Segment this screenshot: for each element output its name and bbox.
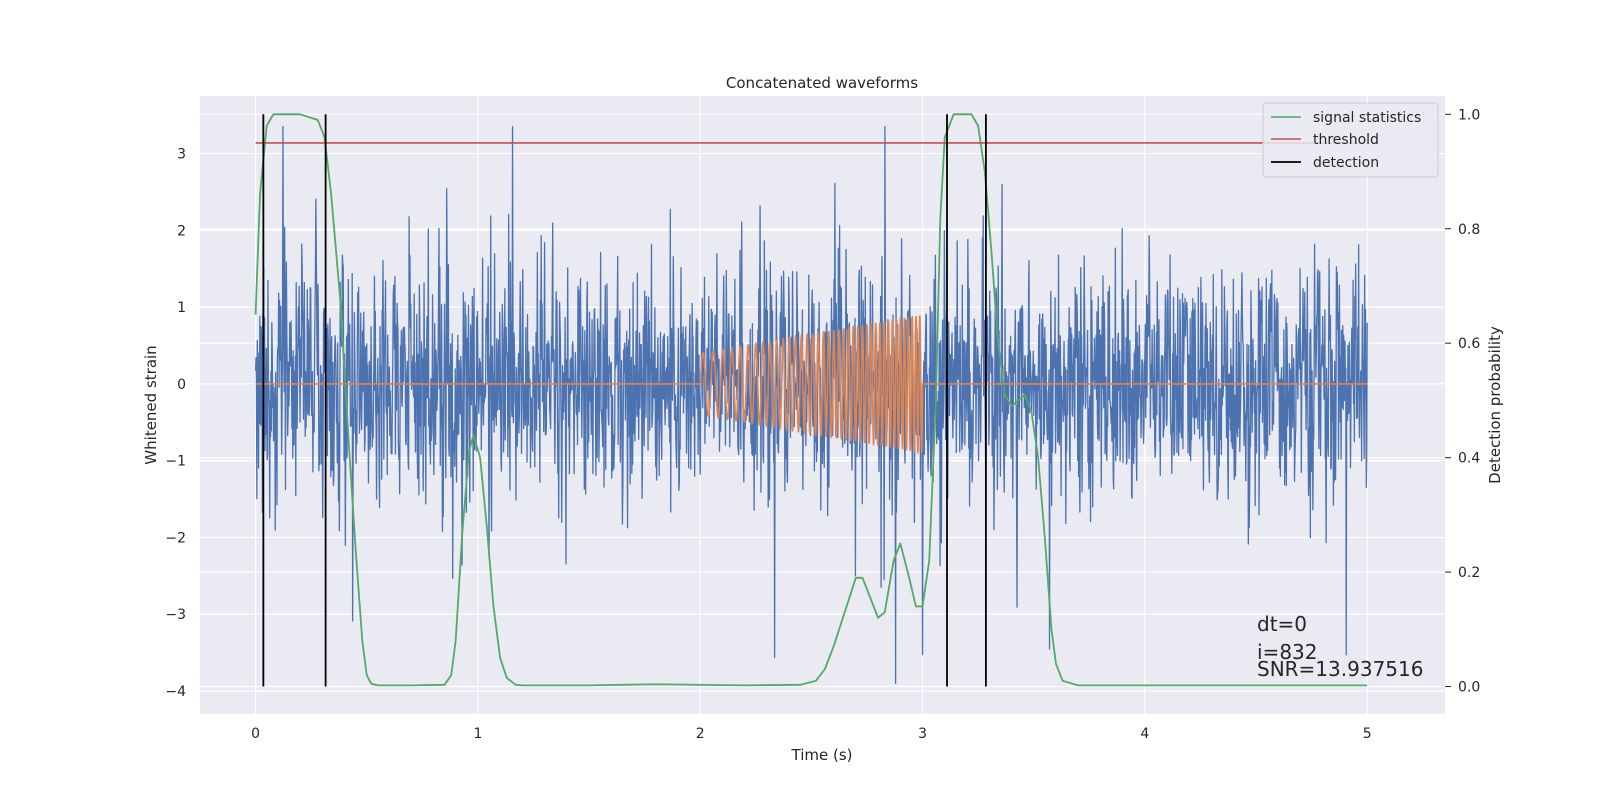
template-waveform-line <box>255 315 1368 455</box>
y2-tick-label: 1.0 <box>1458 107 1480 123</box>
strain-layer <box>254 126 1368 684</box>
legend: signal statistics threshold detection <box>1262 102 1439 178</box>
whitened-strain-line <box>254 126 1368 684</box>
y2-tick-label: 0.4 <box>1458 451 1480 467</box>
y2-tick-label: 0.0 <box>1458 680 1480 696</box>
y-tick-label: 3 <box>177 147 186 163</box>
y-tick-label: 2 <box>177 223 186 239</box>
y2-tick-label: 0.2 <box>1458 565 1480 581</box>
y-tick-label: −1 <box>165 454 186 470</box>
signal-statistics-line <box>254 113 1368 687</box>
y-tick-label: 0 <box>177 377 186 393</box>
y-tick-label: −3 <box>165 607 186 623</box>
x-tick-label: 0 <box>251 726 260 742</box>
series-layer <box>254 113 1368 687</box>
y-axis: −4 −3 −2 −1 0 1 2 3 <box>165 147 186 700</box>
x-tick-label: 5 <box>1363 726 1372 742</box>
x-axis-label: Time (s) <box>791 746 853 764</box>
y-axis-label: Whitened strain <box>142 345 160 464</box>
y-tick-label: −2 <box>165 530 186 546</box>
y2-tick-label: 0.6 <box>1458 336 1480 352</box>
annotation-index: i=832 <box>1257 640 1318 664</box>
x-tick-label: 2 <box>696 726 705 742</box>
legend-box <box>1262 102 1439 178</box>
y2-tick-label: 0.8 <box>1458 222 1480 238</box>
annotation-snr: SNR=13.937516 <box>1257 657 1423 681</box>
legend-label-signal-statistics: signal statistics <box>1313 110 1421 126</box>
y2-axis: 0.0 0.2 0.4 0.6 0.8 1.0 <box>1445 107 1480 696</box>
y-tick-label: −4 <box>165 684 186 700</box>
chart-title: Concatenated waveforms <box>726 74 918 92</box>
legend-label-threshold: threshold <box>1313 132 1379 148</box>
y-tick-label: 1 <box>177 300 186 316</box>
x-axis: 0 1 2 3 4 5 <box>251 726 1372 742</box>
x-tick-label: 1 <box>473 726 482 742</box>
legend-label-detection: detection <box>1313 155 1379 171</box>
x-tick-label: 3 <box>918 726 927 742</box>
x-tick-label: 4 <box>1140 726 1149 742</box>
annotation-dt: dt=0 <box>1257 612 1307 636</box>
y2-axis-label: Detection probability <box>1486 326 1504 484</box>
